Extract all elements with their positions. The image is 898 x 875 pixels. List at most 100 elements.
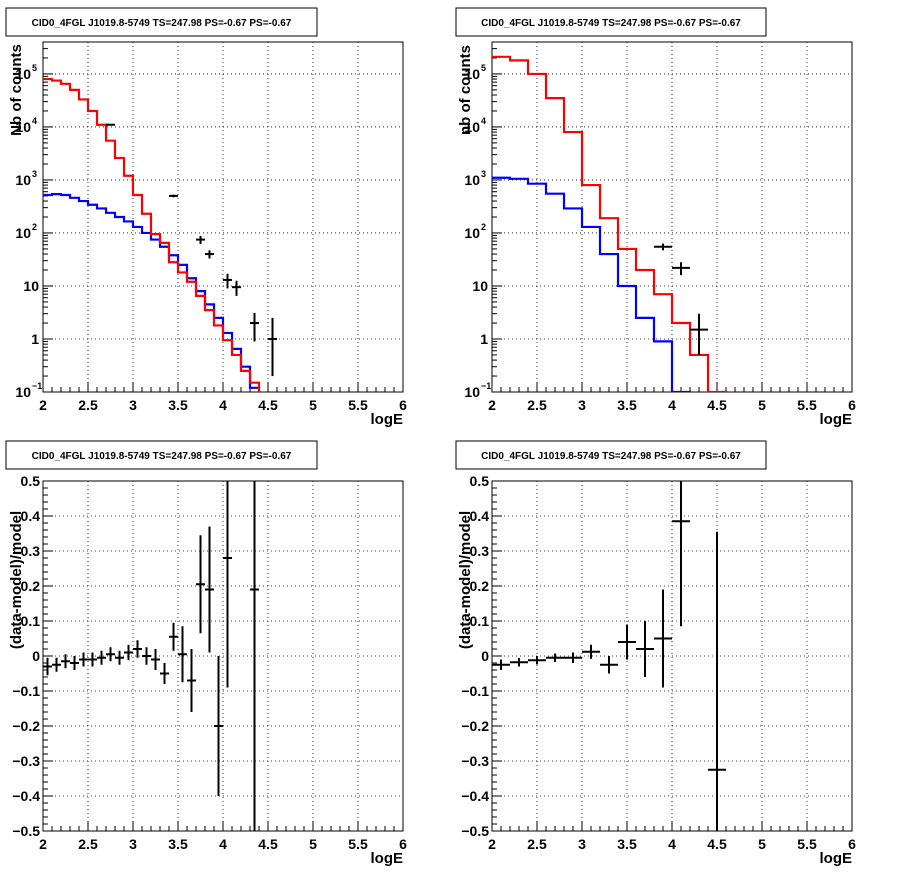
y-tick-label: −0.5 xyxy=(461,823,489,839)
data-point xyxy=(672,262,690,276)
x-tick-label: 2.5 xyxy=(527,836,547,852)
y-axis-label: (data-model)/model xyxy=(8,511,25,649)
x-tick-label: 5 xyxy=(309,397,317,413)
data-point xyxy=(690,313,708,355)
y-tick-label: 0.5 xyxy=(21,473,41,489)
y-tick-label: 0.3 xyxy=(470,543,490,559)
plot-area xyxy=(43,77,277,392)
y-tick-exponent: 2 xyxy=(32,222,37,232)
y-tick-label: 10 xyxy=(464,225,480,241)
grid xyxy=(492,42,852,392)
y-tick-exponent: 2 xyxy=(481,222,486,232)
x-tick-label: 4 xyxy=(219,836,227,852)
x-tick-label: 5 xyxy=(758,836,766,852)
x-tick-label: 4 xyxy=(219,397,227,413)
residual-point xyxy=(205,526,214,653)
x-tick-label: 2 xyxy=(39,836,47,852)
y-tick-exponent: 4 xyxy=(481,116,486,126)
data-point xyxy=(250,312,259,342)
grid xyxy=(492,481,852,831)
x-tick-label: 3 xyxy=(578,397,586,413)
x-tick-label: 5 xyxy=(758,397,766,413)
data-point xyxy=(232,280,241,296)
y-tick-label: −0.3 xyxy=(12,753,40,769)
y-tick-label: −0.1 xyxy=(12,683,40,699)
residual-point xyxy=(618,624,636,660)
y-tick-exponent: 5 xyxy=(481,63,486,73)
y-tick-label: 0.1 xyxy=(21,613,41,629)
chart-title: CID0_4FGL J1019.8-5749 TS=247.98 PS=-0.6… xyxy=(481,451,741,462)
data-point xyxy=(106,123,115,126)
y-tick-label: 10 xyxy=(464,119,480,135)
y-axis-label: Nb of counts xyxy=(8,44,25,136)
residual-point xyxy=(510,658,528,667)
x-tick-label: 2.5 xyxy=(527,397,547,413)
x-tick-label: 3.5 xyxy=(168,836,188,852)
title-box xyxy=(5,440,318,470)
histogram-series-red xyxy=(492,55,728,392)
residual-point xyxy=(88,652,97,667)
residual-point xyxy=(160,663,169,684)
x-axis: 2 2.5 3 3.5 4 4.5 5 5.5 6 xyxy=(488,382,856,413)
y-tick-label: −0.4 xyxy=(12,788,40,804)
chart-title: CID0_4FGL J1019.8-5749 TS=247.98 PS=-0.6… xyxy=(32,451,292,462)
x-tick-label: 4 xyxy=(668,397,676,413)
y-tick-label: 1 xyxy=(31,331,39,347)
x-tick-label: 4.5 xyxy=(707,397,727,413)
y-tick-label: −0.3 xyxy=(461,753,489,769)
x-tick-label: 4.5 xyxy=(258,397,278,413)
x-tick-label: 6 xyxy=(399,397,407,413)
data-point xyxy=(268,317,277,377)
y-tick-label: 0.2 xyxy=(470,578,490,594)
x-tick-label: 2.5 xyxy=(78,836,98,852)
x-tick-label: 3 xyxy=(129,836,137,852)
title-box xyxy=(455,440,767,470)
y-tick-exponent: 4 xyxy=(32,116,37,126)
title-box xyxy=(5,7,318,37)
y-tick-exponent: −1 xyxy=(32,381,42,391)
x-axis-label: logE xyxy=(371,411,404,428)
residual-point xyxy=(115,650,124,665)
y-tick-label: 0.3 xyxy=(21,543,41,559)
data-point xyxy=(654,243,672,251)
y-tick-label: 0 xyxy=(481,648,489,664)
residual-point xyxy=(187,649,196,712)
x-tick-label: 6 xyxy=(399,836,407,852)
y-tick-label: 10 xyxy=(15,384,31,400)
residual-point xyxy=(133,640,142,658)
y-tick-label: −0.2 xyxy=(12,718,40,734)
residual-point xyxy=(61,654,70,669)
residual-point xyxy=(214,656,223,796)
y-axis: −0.5 −0.4 −0.3 −0.2 −0.1 0 0.1 0.2 0.3 0.4 0.5 xyxy=(461,473,502,839)
y-tick-label: 0.5 xyxy=(470,473,490,489)
histogram-series-blue xyxy=(492,176,692,392)
x-axis: 2 2.5 3 3.5 4 4.5 5 5.5 6 xyxy=(39,382,407,413)
residual-point xyxy=(43,657,52,676)
x-tick-label: 3 xyxy=(578,836,586,852)
y-tick-label: 10 xyxy=(15,172,31,188)
residual-point xyxy=(151,649,160,670)
x-tick-label: 3.5 xyxy=(168,397,188,413)
residual-point xyxy=(600,656,618,674)
y-tick-label: 10 xyxy=(23,278,39,294)
y-tick-label: 10 xyxy=(464,384,480,400)
residual-point xyxy=(178,626,187,683)
y-axis-label: nb of counts xyxy=(457,45,474,135)
histogram-series-red xyxy=(43,77,261,392)
x-tick-label: 5.5 xyxy=(797,397,817,413)
x-axis-label: logE xyxy=(820,850,853,867)
chart-title: CID0_4FGL J1019.8-5749 TS=247.98 PS=-0.6… xyxy=(481,18,741,29)
y-tick-label: 0.4 xyxy=(21,508,41,524)
residual-point xyxy=(196,535,205,634)
y-axis: −0.5 −0.4 −0.3 −0.2 −0.1 0 0.1 0.2 0.3 0.4 0.5 xyxy=(12,473,53,839)
y-tick-label: 10 xyxy=(464,172,480,188)
plot-area xyxy=(492,55,728,392)
y-tick-label: 10 xyxy=(15,66,31,82)
x-axis: 2 2.5 3 3.5 4 4.5 5 5.5 6 xyxy=(39,821,407,852)
y-tick-label: 1 xyxy=(480,331,488,347)
residual-point xyxy=(492,659,510,670)
